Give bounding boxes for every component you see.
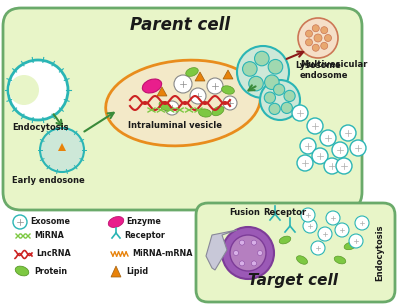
Circle shape (237, 46, 289, 98)
Polygon shape (157, 87, 167, 96)
Circle shape (260, 80, 300, 120)
Circle shape (252, 261, 256, 266)
Ellipse shape (296, 256, 308, 264)
Text: Early endosone: Early endosone (12, 176, 84, 185)
Polygon shape (195, 72, 205, 81)
Circle shape (223, 96, 237, 110)
Circle shape (321, 42, 328, 49)
Circle shape (335, 223, 349, 237)
FancyBboxPatch shape (3, 8, 362, 210)
FancyBboxPatch shape (196, 203, 395, 302)
Circle shape (314, 34, 322, 42)
Ellipse shape (334, 256, 346, 264)
Text: Exosome: Exosome (30, 217, 70, 226)
Circle shape (301, 208, 315, 222)
Text: MiRNA-mRNA: MiRNA-mRNA (132, 249, 192, 258)
Ellipse shape (106, 60, 260, 146)
Circle shape (312, 148, 328, 164)
Text: Receptor: Receptor (264, 208, 306, 217)
Circle shape (207, 78, 223, 94)
Ellipse shape (279, 236, 291, 244)
Circle shape (350, 140, 366, 156)
Polygon shape (223, 70, 233, 79)
Text: Receptor: Receptor (124, 232, 165, 241)
Circle shape (312, 25, 319, 32)
Circle shape (306, 30, 312, 37)
Circle shape (297, 155, 313, 171)
Circle shape (234, 250, 238, 256)
Circle shape (254, 51, 269, 66)
Text: Intraluminal vesicle: Intraluminal vesicle (128, 120, 222, 129)
Ellipse shape (108, 217, 124, 227)
Circle shape (311, 241, 325, 255)
Circle shape (222, 227, 274, 279)
Ellipse shape (344, 242, 356, 250)
Circle shape (268, 59, 283, 74)
Circle shape (321, 27, 328, 34)
Circle shape (252, 240, 256, 245)
Ellipse shape (142, 79, 162, 93)
Circle shape (306, 39, 312, 46)
Circle shape (355, 216, 369, 230)
Circle shape (298, 18, 338, 58)
Text: Lipid: Lipid (126, 266, 148, 275)
Text: MiRNA: MiRNA (34, 232, 64, 241)
Ellipse shape (222, 86, 234, 94)
Circle shape (349, 234, 363, 248)
Text: Fusion: Fusion (230, 208, 260, 217)
Circle shape (281, 102, 292, 113)
Polygon shape (111, 266, 121, 277)
Text: LncRNA: LncRNA (36, 249, 71, 258)
Circle shape (240, 240, 244, 245)
Polygon shape (206, 230, 237, 270)
Ellipse shape (186, 68, 198, 76)
Circle shape (242, 62, 257, 76)
Text: Endocytosis: Endocytosis (12, 123, 68, 132)
Circle shape (274, 84, 285, 95)
Text: Endocytosis: Endocytosis (376, 225, 384, 281)
Circle shape (165, 101, 179, 115)
Text: Protein: Protein (34, 266, 67, 275)
Circle shape (300, 138, 316, 154)
Text: Enzyme: Enzyme (126, 217, 161, 226)
Circle shape (264, 75, 279, 90)
Circle shape (326, 211, 340, 225)
Circle shape (303, 219, 317, 233)
Circle shape (240, 261, 244, 266)
Text: Parent cell: Parent cell (130, 16, 230, 34)
Ellipse shape (198, 109, 212, 117)
Circle shape (174, 75, 192, 93)
Circle shape (9, 75, 39, 105)
Circle shape (284, 90, 295, 102)
Circle shape (40, 128, 84, 172)
Circle shape (320, 130, 336, 146)
Circle shape (324, 158, 340, 174)
Circle shape (318, 227, 332, 241)
Circle shape (258, 250, 262, 256)
Ellipse shape (159, 101, 171, 111)
Ellipse shape (212, 106, 224, 116)
Ellipse shape (15, 266, 29, 276)
Circle shape (230, 235, 266, 271)
Circle shape (269, 103, 280, 115)
Circle shape (13, 215, 27, 229)
Circle shape (340, 125, 356, 141)
Circle shape (336, 158, 352, 174)
Text: Target cell: Target cell (248, 273, 338, 288)
Polygon shape (58, 143, 66, 151)
Circle shape (307, 118, 323, 134)
Circle shape (332, 142, 348, 158)
Text: Lysosome: Lysosome (295, 61, 341, 70)
Circle shape (264, 92, 276, 103)
Circle shape (190, 88, 206, 104)
Circle shape (249, 76, 263, 91)
Circle shape (312, 44, 319, 51)
Circle shape (8, 60, 68, 120)
Circle shape (324, 34, 332, 42)
Text: Multivesicular
endosome: Multivesicular endosome (300, 60, 367, 80)
Circle shape (292, 105, 308, 121)
